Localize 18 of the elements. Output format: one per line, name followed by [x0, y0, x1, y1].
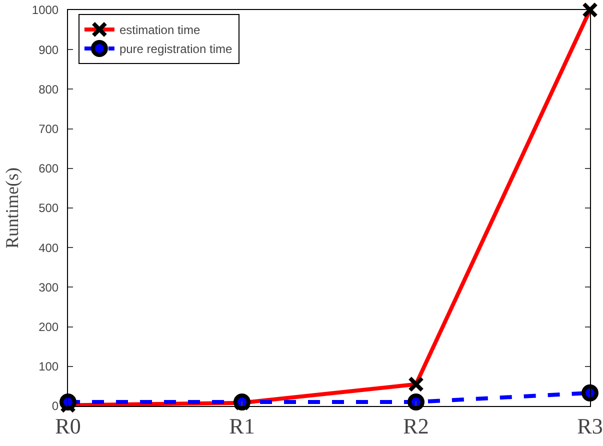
y-axis-title: Runtime(s): [2, 168, 22, 248]
y-tick-label: 500: [38, 201, 59, 216]
y-tick-label: 700: [38, 122, 59, 136]
legend-label: estimation time: [119, 23, 200, 38]
y-tick-label: 0: [52, 399, 59, 414]
y-tick-label: 300: [38, 280, 59, 294]
y-tick-label: 1000: [32, 3, 59, 18]
x-tick-label: R2: [403, 413, 429, 438]
y-tick-label: 900: [38, 42, 59, 57]
x-tick-label: R3: [577, 413, 603, 438]
legend-label: pure registration time: [119, 42, 232, 56]
y-tick-label: 400: [38, 240, 59, 255]
y-tick-label: 600: [38, 162, 59, 176]
y-tick-label: 100: [38, 360, 59, 374]
y-tick-label: 200: [38, 320, 59, 334]
x-tick-label: R0: [55, 413, 81, 438]
y-tick-label: 800: [38, 82, 59, 96]
x-tick-label: R1: [229, 413, 255, 438]
